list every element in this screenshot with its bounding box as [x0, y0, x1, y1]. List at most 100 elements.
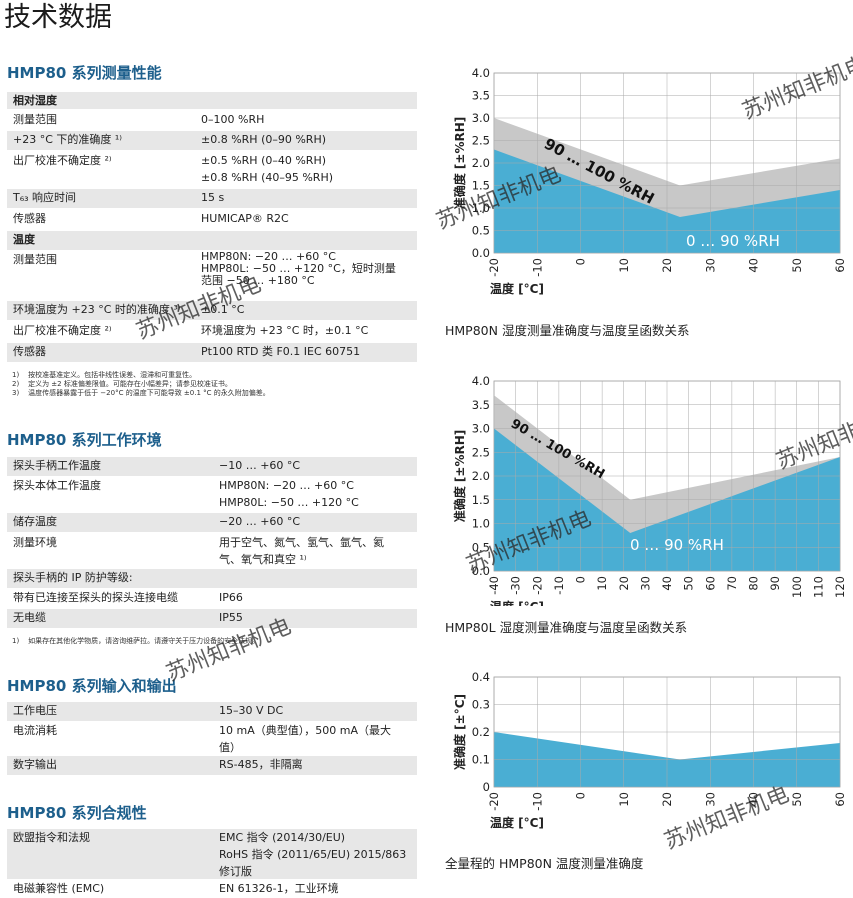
- rh-t63-row: T₆₃ 响应时间 15 s: [7, 189, 417, 208]
- chart-hmp80l-rh: 0.0 0.5 1.0 1.5 2.0 2.5 3.0 3.5 4.0 -40 -30 -20 -10 0…: [452, 374, 847, 606]
- chart-caption-3: 全量程的 HMP80N 温度测量准确度: [445, 856, 644, 871]
- label: 传感器: [13, 212, 46, 225]
- x-tick-label: 50: [790, 792, 804, 807]
- x-tick-label: -30: [509, 576, 523, 595]
- section-title-environment: HMP80 系列工作环境: [7, 431, 162, 449]
- x-tick-label: 40: [660, 576, 674, 591]
- label: 储存温度: [13, 515, 57, 528]
- x-tick-label: 10: [595, 576, 609, 591]
- value: 用于空气、氮气、氢气、氩气、氦 气、氧气和真空 ¹⁾: [219, 536, 384, 566]
- rh-head: 相对湿度: [13, 94, 57, 107]
- y-tick-label: 3.5: [472, 89, 490, 103]
- value: HMP80N: −20 … +60 °C HMP80L: −50 … +120 …: [201, 250, 396, 287]
- y-axis-label: 准确度 [±%RH]: [452, 430, 467, 523]
- y-tick-label: 0.3: [472, 698, 490, 712]
- x-axis-label: 温度 [°C]: [490, 815, 544, 830]
- y-tick-label: 2.5: [472, 445, 490, 459]
- value: −20 … +60 °C: [219, 515, 301, 528]
- value: 0–100 %RH: [201, 113, 265, 126]
- value: EN 61326-1，工业环境: [219, 882, 339, 895]
- rh-sensor-row: 传感器 HUMICAP® R2C: [7, 210, 417, 229]
- x-tick-label: 120: [833, 576, 847, 598]
- value: IP66: [219, 591, 243, 604]
- y-tick-label: 0: [483, 780, 490, 794]
- label: 探头手柄的 IP 防护等级:: [13, 571, 133, 584]
- x-tick-label: -40: [487, 576, 501, 595]
- x-tick-label: 20: [660, 258, 674, 273]
- label: 探头本体工作温度: [13, 479, 101, 492]
- y-tick-label: 0.0: [472, 246, 490, 260]
- label: 电流消耗: [13, 724, 57, 737]
- x-tick-label: -20: [487, 792, 501, 811]
- performance-notes: 1) 按校准基准定义。包括非线性误差、湿滞和可重复性。 2) 定义为 ±2 标准…: [12, 371, 270, 397]
- x-tick-label: 60: [703, 576, 717, 591]
- x-tick-label: 40: [747, 792, 761, 807]
- label: 出厂校准不确定度 ²⁾: [13, 324, 112, 337]
- y-tick-label: 2.0: [472, 156, 490, 170]
- value: ±0.1 °C: [201, 303, 245, 316]
- y-tick-label: 2.5: [472, 134, 490, 148]
- x-tick-label: 110: [811, 576, 825, 598]
- label: 数字输出: [13, 758, 57, 771]
- chart-hmp80n-rh: 0.0 0.5 1.0 1.5 2.0 2.5 3.0 3.5 4.0 -20 -10 0 10 20 30…: [452, 66, 847, 296]
- y-tick-label: 1.5: [472, 493, 490, 507]
- series-label-1: 0 … 90 %RH: [686, 232, 780, 250]
- x-tick-label: 80: [747, 576, 761, 591]
- label: T₆₃ 响应时间: [13, 191, 77, 204]
- x-tick-label: 50: [790, 258, 804, 273]
- rh-cal-row: 出厂校准不确定度 ²⁾ ±0.5 %RH (0–40 %RH) ±0.8 %RH…: [7, 152, 417, 188]
- page-title: 技术数据: [4, 2, 112, 33]
- label: 欧盟指令和法规: [13, 831, 90, 844]
- series-label-1: 0 … 90 %RH: [630, 536, 724, 554]
- chart-hmp80n-temp: 0 0.1 0.2 0.3 0.4 -20 -10 0 10 20 30 40 50 60 温度 [°C] 准…: [452, 670, 847, 830]
- value: ±0.5 %RH (0–40 %RH) ±0.8 %RH (40–95 %RH): [201, 154, 334, 184]
- y-tick-label: 4.0: [472, 66, 490, 80]
- y-tick-label: 3.0: [472, 422, 490, 436]
- env-medium-row: 测量环境 用于空气、氮气、氢气、氩气、氦 气、氧气和真空 ¹⁾: [7, 534, 417, 568]
- t-acc-row: 环境温度为 +23 °C 时的准确度 ³⁾ ±0.1 °C: [7, 301, 417, 320]
- x-tick-label: 90: [768, 576, 782, 591]
- env-ip-cable-row: 带有已连接至探头的探头连接电缆 IP66: [7, 589, 417, 608]
- x-tick-label: 30: [703, 792, 717, 807]
- x-tick-label: 60: [833, 792, 847, 807]
- y-tick-label: 1.0: [472, 201, 490, 215]
- t-range-row: 测量范围 HMP80N: −20 … +60 °C HMP80L: −50 … …: [7, 251, 417, 299]
- comp-emc-row: 电磁兼容性 (EMC) EN 61326-1，工业环境: [7, 880, 417, 898]
- value: EMC 指令 (2014/30/EU) RoHS 指令 (2011/65/EU)…: [219, 831, 407, 878]
- section-title-compliance: HMP80 系列合规性: [7, 804, 147, 822]
- y-tick-label: 2.0: [472, 469, 490, 483]
- section-title-io: HMP80 系列输入和输出: [7, 677, 177, 695]
- value: RS-485，非隔离: [219, 758, 303, 771]
- label: 测量范围: [13, 253, 57, 266]
- label: 探头手柄工作温度: [13, 459, 101, 472]
- value: 10 mA（典型值），500 mA（最大 值）: [219, 724, 391, 754]
- label: 环境温度为 +23 °C 时的准确度 ³⁾: [13, 303, 181, 316]
- y-tick-label: 0.4: [472, 670, 490, 684]
- chart-caption-1: HMP80N 湿度测量准确度与温度呈函数关系: [445, 323, 690, 338]
- x-tick-label: 70: [725, 576, 739, 591]
- x-tick-label: -10: [530, 792, 544, 811]
- label: 工作电压: [13, 704, 57, 717]
- x-axis-label: 温度 [°C]: [490, 281, 544, 296]
- label: 测量范围: [13, 113, 57, 126]
- label: 测量环境: [13, 536, 57, 549]
- y-tick-label: 0.5: [472, 540, 490, 554]
- label: 传感器: [13, 345, 46, 358]
- t-head: 温度: [13, 233, 35, 246]
- x-axis-label: 温度 [°C]: [490, 599, 544, 606]
- rh-range-row: 测量范围 0–100 %RH: [7, 111, 417, 130]
- y-tick-label: 3.5: [472, 398, 490, 412]
- x-tick-label: 20: [660, 792, 674, 807]
- value: 环境温度为 +23 °C 时，±0.1 °C: [201, 324, 369, 337]
- label: 电磁兼容性 (EMC): [13, 882, 105, 895]
- rh-head-row: 相对湿度: [7, 92, 417, 109]
- env-handle-row: 探头手柄工作温度 −10 … +60 °C: [7, 457, 417, 476]
- x-tick-label: -10: [530, 258, 544, 277]
- env-ip-row: 探头手柄的 IP 防护等级:: [7, 569, 417, 588]
- label: 无电缆: [13, 611, 46, 624]
- value: IP55: [219, 611, 243, 624]
- x-tick-label: 100: [790, 576, 804, 598]
- x-tick-label: 10: [617, 258, 631, 273]
- t-cal-row: 出厂校准不确定度 ²⁾ 环境温度为 +23 °C 时，±0.1 °C: [7, 322, 417, 341]
- label: 带有已连接至探头的探头连接电缆: [13, 591, 178, 604]
